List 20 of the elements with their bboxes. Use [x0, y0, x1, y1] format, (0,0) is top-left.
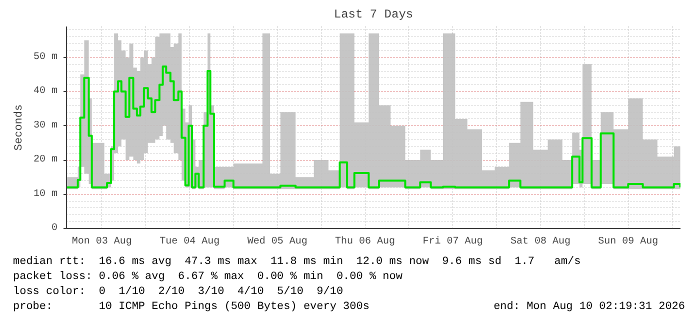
- x-tick-label: Mon 03 Aug: [72, 236, 132, 248]
- x-tick-label: Sat 08 Aug: [510, 236, 570, 248]
- x-tick-label: Sun 09 Aug: [598, 236, 658, 248]
- y-tick-label: 50 m: [33, 52, 58, 63]
- x-tick-label: Wed 05 Aug: [247, 236, 308, 248]
- y-tick-label: 20 m: [33, 154, 58, 166]
- y-tick-label: 40 m: [33, 86, 58, 98]
- y-tick-label: 10 m: [33, 188, 58, 200]
- x-tick-label: Fri 07 Aug: [422, 236, 483, 248]
- y-tick-label: 30 m: [33, 120, 58, 132]
- y-tick-label: 0: [52, 223, 58, 234]
- x-tick-label: Thu 06 Aug: [335, 236, 396, 248]
- text: end: Mon Aug 10 02:19:31 2026: [494, 300, 685, 315]
- x-tick-label: Tue 04 Aug: [160, 236, 220, 248]
- text: loss color: 0 1/10 2/10 3/10 4/10 5/10 9/10: [13, 285, 344, 300]
- chart-title: Last 7 Days: [334, 8, 414, 22]
- text: packet loss: 0.06 % avg 6.67 % max 0.00 % min 0.00 % now: [13, 270, 404, 285]
- text: probe: 10 ICMP Echo Pings (500 Bytes) every 300s: [13, 300, 370, 315]
- text: median rtt: 16.6 ms avg 47.3 ms max 11.8 ms min 12.0 ms now 9.6 ms sd 1.7 am/s: [13, 255, 582, 270]
- y-axis-title: Seconds: [13, 104, 26, 151]
